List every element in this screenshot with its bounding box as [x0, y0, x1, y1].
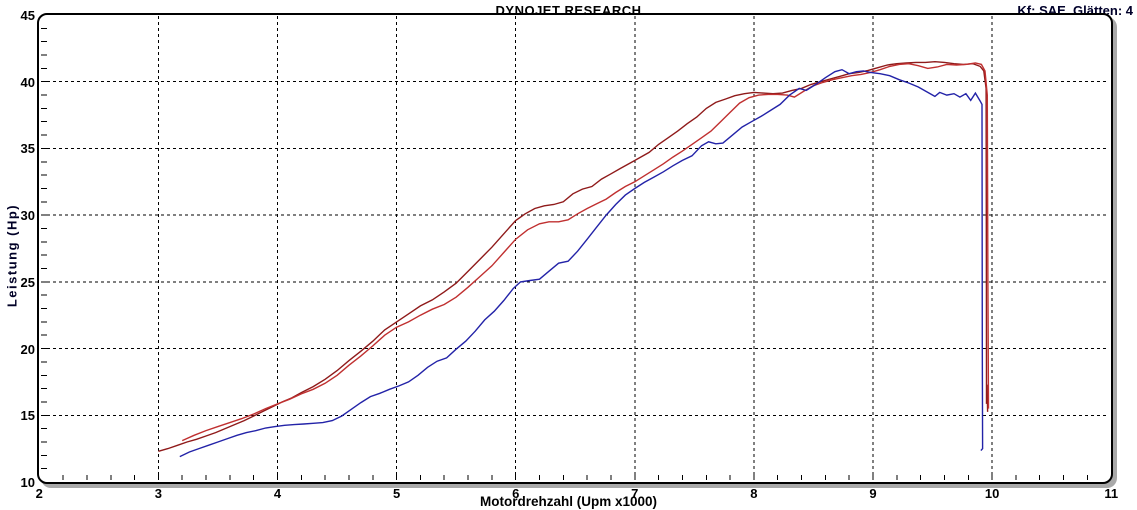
x-tick-label: 2 [35, 486, 43, 501]
y-tick-label: 45 [20, 7, 35, 23]
x-tick-label: 10 [984, 486, 1000, 501]
x-tick-label: 5 [392, 486, 401, 501]
y-tick-label: 20 [20, 341, 35, 357]
x-tick-label: 6 [512, 486, 520, 501]
x-tick-label: 7 [631, 486, 639, 501]
x-tick-label: 8 [750, 486, 758, 501]
y-tick-label: 25 [20, 274, 35, 290]
plot-frame [37, 13, 1113, 484]
y-tick-label: 35 [20, 141, 35, 157]
x-tick-label: 9 [869, 486, 877, 501]
x-tick-label: 3 [154, 486, 162, 501]
x-axis-title: Motordrehzahl (Upm x1000) [479, 494, 658, 509]
y-tick-label: 15 [20, 408, 35, 424]
y-tick-label: 40 [20, 74, 35, 90]
x-tick-label: 11 [1104, 486, 1119, 501]
x-tick-label: 4 [273, 486, 282, 501]
y-tick-label: 30 [20, 208, 35, 224]
y-tick-label: 10 [20, 475, 35, 490]
